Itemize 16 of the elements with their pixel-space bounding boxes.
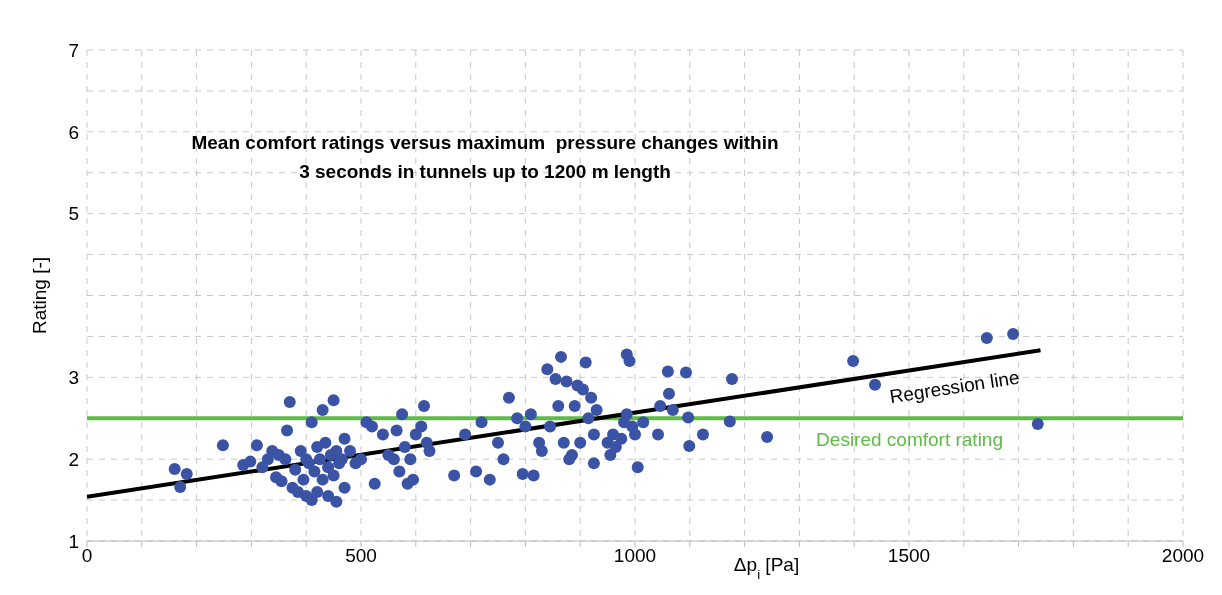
x-axis-title: Δp$_{i}$ [Pa] bbox=[733, 554, 800, 582]
text: Regression line bbox=[888, 366, 1021, 408]
y-axis-title: Rating [-] bbox=[28, 256, 50, 335]
y-tick-label: 5 bbox=[68, 203, 79, 225]
text: Mean comfort ratings versus maximum pressure changes within 3 seconds in tunnels up to 1200 m length bbox=[190, 131, 780, 184]
y-tick-label: 1 bbox=[68, 530, 79, 552]
y-tick-label: 6 bbox=[68, 121, 79, 143]
x-tick-label: 1500 bbox=[887, 545, 931, 567]
ref-line-label: Desired comfort rating bbox=[816, 429, 1003, 451]
y-tick-label: 3 bbox=[68, 367, 79, 389]
y-tick-label: 2 bbox=[68, 448, 79, 470]
y-tick-label: 7 bbox=[68, 39, 79, 61]
x-tick-label: 2000 bbox=[1161, 545, 1205, 567]
x-tick-label: 1000 bbox=[613, 545, 657, 567]
x-tick-label: 0 bbox=[81, 545, 93, 567]
x-tick-label: 500 bbox=[345, 545, 377, 567]
